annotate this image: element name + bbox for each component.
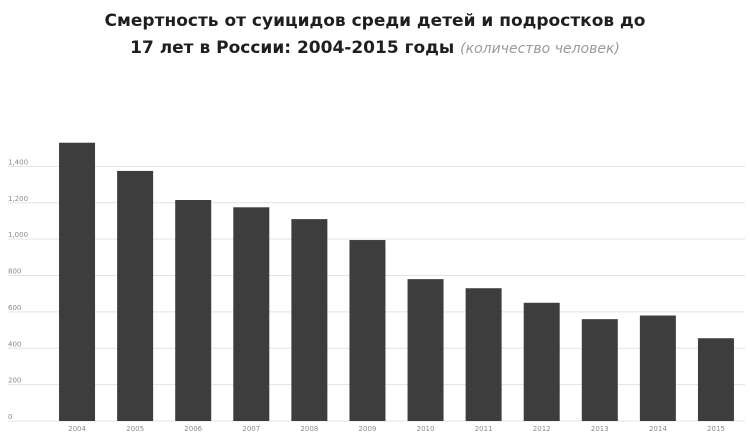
x-tick-label: 2012 <box>533 425 551 433</box>
x-tick-label: 2008 <box>300 425 318 433</box>
bar-2011 <box>465 288 502 421</box>
bar-2014 <box>639 315 676 421</box>
chart-subtitle: (количество человек) <box>460 41 620 57</box>
x-tick-label: 2005 <box>126 425 144 433</box>
bar-2013 <box>581 319 618 421</box>
bar-2006 <box>175 200 212 421</box>
bar-2004 <box>59 142 96 421</box>
x-axis-ticks: 2004 2005 2006 2007 2008 2009 2010 2011 2012 2013… <box>68 425 725 433</box>
x-tick-label: 2014 <box>649 425 667 433</box>
bars <box>59 142 734 421</box>
bar-2010 <box>407 279 444 421</box>
bar-2009 <box>349 240 386 421</box>
x-tick-label: 2006 <box>184 425 202 433</box>
y-tick-label: 200 <box>8 377 21 385</box>
y-tick-label: 600 <box>8 304 21 312</box>
x-tick-label: 2011 <box>475 425 493 433</box>
y-tick-label: 1,000 <box>8 231 28 239</box>
y-tick-label: 0 <box>8 413 12 421</box>
chart-title-line-2-text: 17 лет в России: 2004-2015 годы <box>130 38 455 58</box>
bar-2007 <box>233 207 270 421</box>
x-tick-label: 2007 <box>242 425 260 433</box>
y-tick-label: 1,200 <box>8 195 28 203</box>
y-tick-label: 800 <box>8 268 21 276</box>
y-tick-label: 1,400 <box>8 158 28 166</box>
y-axis-ticks: 0 200 400 600 800 1,000 1,200 1,400 <box>8 158 28 421</box>
bar-2012 <box>523 302 560 421</box>
x-tick-label: 2015 <box>707 425 725 433</box>
bar-2005 <box>117 170 154 421</box>
x-tick-label: 2009 <box>359 425 377 433</box>
x-tick-label: 2004 <box>68 425 86 433</box>
bar-2008 <box>291 219 328 421</box>
chart-title-line-1: Смертность от суицидов среди детей и под… <box>104 11 646 31</box>
x-tick-label: 2010 <box>417 425 435 433</box>
bar-2015 <box>697 338 734 421</box>
y-tick-label: 400 <box>8 340 21 348</box>
chart-title-line-2: 17 лет в России: 2004-2015 годы (количес… <box>0 35 750 63</box>
x-tick-label: 2013 <box>591 425 609 433</box>
chart-title: Смертность от суицидов среди детей и под… <box>0 8 750 63</box>
